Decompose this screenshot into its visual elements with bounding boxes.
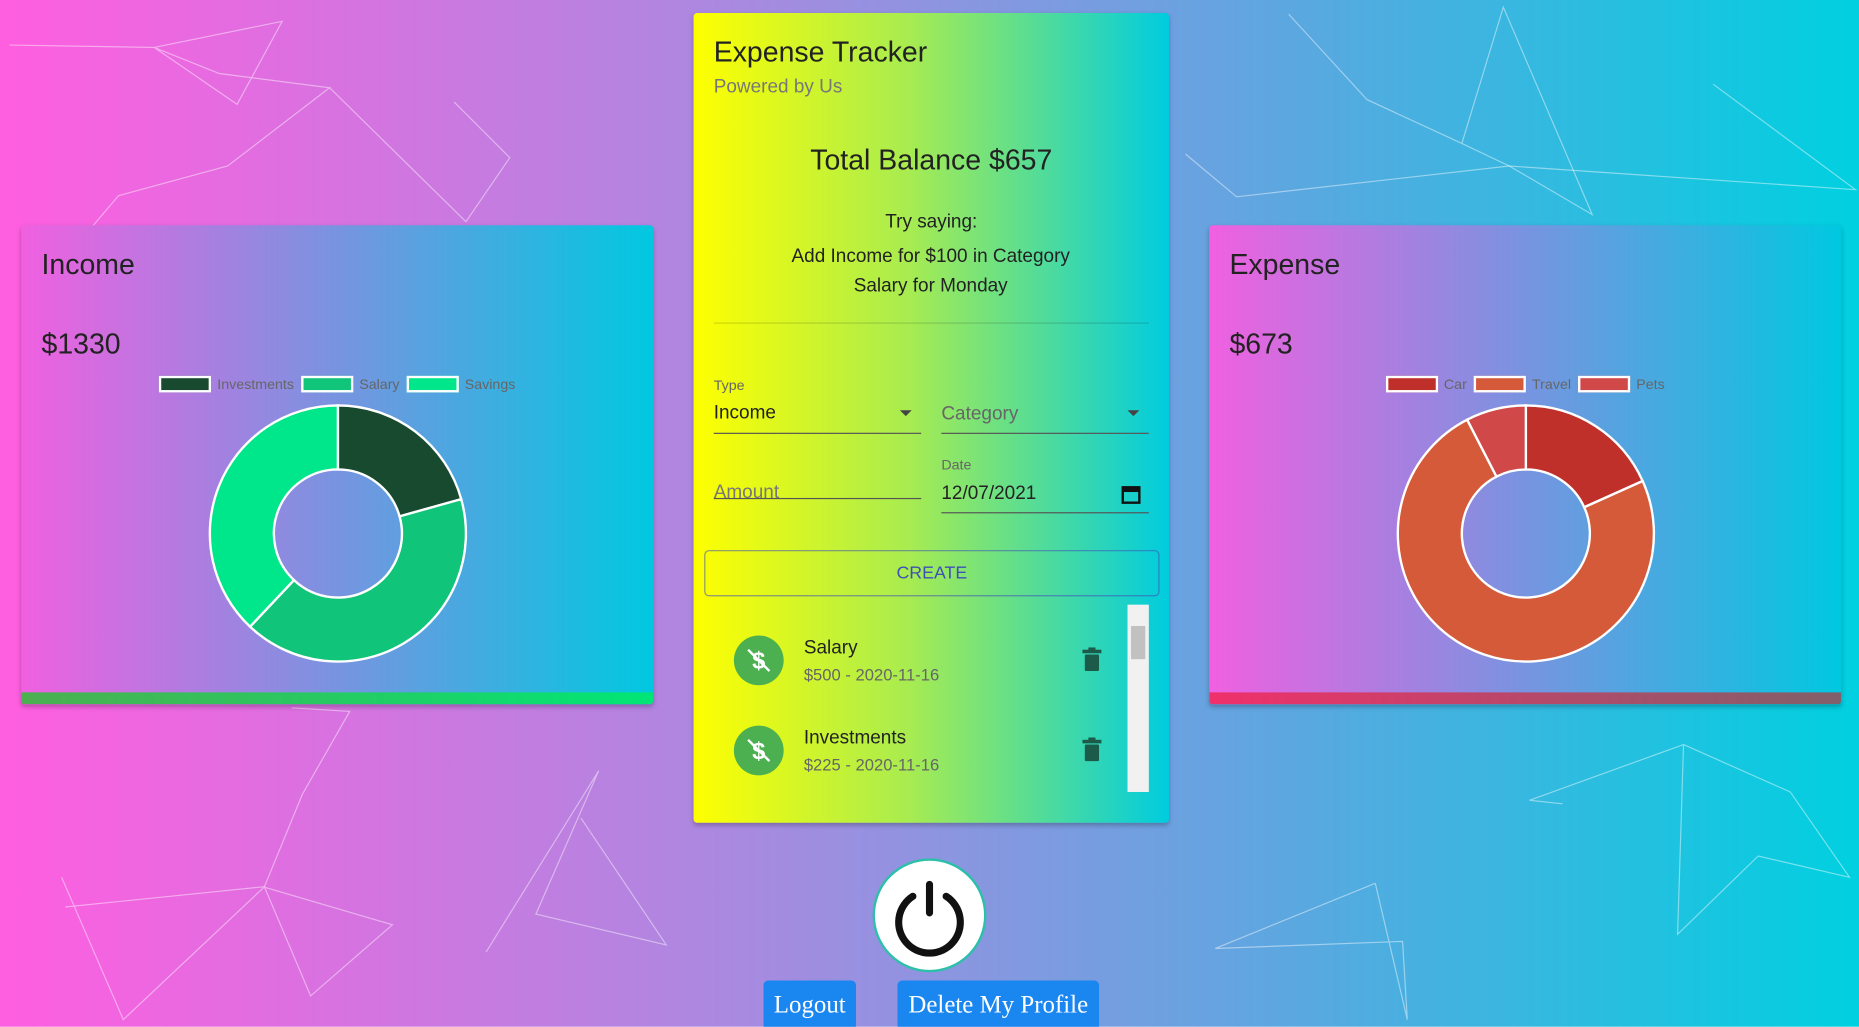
legend-item[interactable]: Car bbox=[1385, 375, 1467, 393]
category-select[interactable]: Category bbox=[941, 377, 1149, 434]
legend-item[interactable]: Salary bbox=[301, 375, 400, 393]
balance: Total Balance $657 bbox=[810, 144, 1053, 177]
field-placeholder: Amount bbox=[713, 482, 780, 503]
date-input[interactable]: Date 12/07/2021 bbox=[941, 455, 1149, 514]
trash-icon bbox=[1082, 737, 1102, 762]
transaction-list: $ Salary $500 - 2020-11-16 $ Investments $225… bbox=[714, 605, 1150, 792]
legend-item[interactable]: Travel bbox=[1473, 375, 1572, 393]
legend: Car Travel Pets bbox=[1209, 375, 1841, 393]
create-button[interactable]: CREATE bbox=[704, 550, 1160, 597]
donut-segment[interactable] bbox=[336, 404, 463, 518]
donut-segment[interactable] bbox=[1465, 404, 1528, 479]
income-card: Income $1330 Investments Salary Savings bbox=[21, 225, 654, 705]
power-icon bbox=[895, 880, 964, 957]
field-value: 12/07/2021 bbox=[941, 483, 1037, 504]
calendar-icon[interactable] bbox=[1120, 484, 1141, 505]
transaction-detail: $225 - 2020-11-16 bbox=[803, 755, 940, 775]
legend-label: Savings bbox=[464, 375, 516, 393]
delete-profile-button[interactable]: Delete My Profile bbox=[897, 980, 1100, 1027]
legend-swatch bbox=[159, 375, 212, 393]
card-total: $673 bbox=[1229, 328, 1293, 361]
legend-label: Salary bbox=[359, 375, 400, 393]
transaction-avatar: $ bbox=[733, 725, 784, 776]
transaction-name: Salary bbox=[803, 637, 858, 659]
card-title: Income bbox=[41, 248, 135, 281]
field-label: Date bbox=[941, 456, 972, 474]
card-title: Expense bbox=[1229, 248, 1341, 281]
hint-title: Try saying: bbox=[885, 212, 978, 233]
expense-card: Expense $673 Car Travel Pets bbox=[1209, 225, 1842, 705]
dollar-icon: $ bbox=[747, 739, 771, 765]
power-button[interactable] bbox=[872, 858, 987, 973]
legend-swatch bbox=[301, 375, 354, 393]
donut-segment[interactable] bbox=[248, 497, 468, 663]
legend-item[interactable]: Pets bbox=[1578, 375, 1665, 393]
transaction-item[interactable]: $ Salary $500 - 2020-11-16 bbox=[714, 605, 1129, 695]
underline bbox=[713, 432, 922, 434]
field-label: Type bbox=[713, 377, 745, 394]
delete-icon[interactable] bbox=[1081, 737, 1105, 763]
card-accent bbox=[21, 692, 654, 705]
legend-item[interactable]: Investments bbox=[159, 375, 295, 393]
app-subtitle: Powered by Us bbox=[713, 77, 843, 98]
amount-input[interactable]: Amount bbox=[713, 475, 922, 511]
donut-segment[interactable] bbox=[208, 404, 340, 629]
field-value: Income bbox=[713, 403, 776, 424]
transaction-avatar: $ bbox=[733, 635, 784, 686]
transaction-name: Investments bbox=[803, 727, 907, 749]
donut-chart bbox=[208, 404, 468, 663]
dropdown-arrow bbox=[899, 410, 912, 417]
legend-swatch bbox=[406, 375, 459, 393]
dollar-icon: $ bbox=[747, 649, 771, 675]
field-placeholder: Category bbox=[941, 404, 1019, 425]
trash-icon bbox=[1082, 647, 1102, 672]
underline bbox=[941, 432, 1149, 434]
dropdown-arrow bbox=[1127, 410, 1140, 417]
type-select[interactable]: Type Income bbox=[713, 377, 922, 434]
donut-chart bbox=[1396, 404, 1656, 663]
transaction-detail: $500 - 2020-11-16 bbox=[803, 665, 940, 685]
legend-label: Pets bbox=[1636, 375, 1665, 393]
donut-segment[interactable] bbox=[1396, 418, 1656, 663]
card-total: $1330 bbox=[41, 328, 121, 361]
legend-item[interactable]: Savings bbox=[406, 375, 516, 393]
transaction-item[interactable]: $ Investments $225 - 2020-11-16 bbox=[714, 695, 1129, 785]
legend-label: Travel bbox=[1532, 375, 1572, 393]
scrollbar[interactable] bbox=[1127, 604, 1149, 792]
legend-swatch bbox=[1473, 375, 1527, 393]
legend-swatch bbox=[1385, 375, 1438, 393]
divider bbox=[713, 322, 1149, 324]
card-accent bbox=[1209, 692, 1842, 705]
legend-swatch bbox=[1578, 375, 1631, 393]
legend-label: Investments bbox=[217, 375, 295, 393]
hint-text: Add Income for $100 in Category Salary f… bbox=[791, 246, 1070, 297]
delete-icon[interactable] bbox=[1081, 647, 1105, 673]
tracker-card: Expense Tracker Powered by Us Total Bala… bbox=[693, 13, 1169, 823]
legend-label: Car bbox=[1443, 375, 1467, 393]
scroll-thumb[interactable] bbox=[1131, 625, 1146, 660]
legend: Investments Salary Savings bbox=[21, 375, 653, 393]
underline bbox=[713, 497, 922, 500]
logout-button[interactable]: Logout bbox=[763, 980, 856, 1027]
app-title: Expense Tracker bbox=[713, 36, 928, 69]
underline bbox=[941, 512, 1149, 514]
